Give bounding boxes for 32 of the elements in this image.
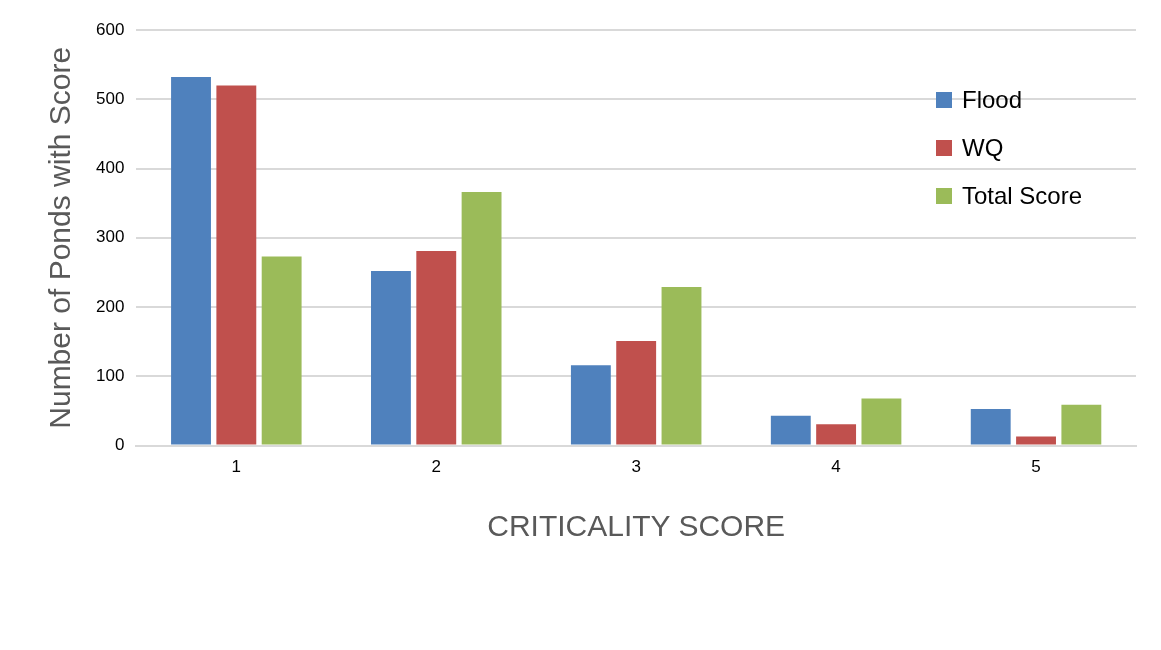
bar (816, 424, 857, 445)
x-tick-label: 2 (431, 457, 441, 477)
x-tick-label: 4 (831, 457, 841, 477)
x-axis-title: CRITICALITY SCORE (487, 509, 786, 543)
y-tick-label: 300 (95, 227, 125, 247)
bar (616, 341, 657, 445)
x-tick-label: 5 (1031, 457, 1041, 477)
y-tick-label: 600 (95, 19, 125, 39)
x-tick-label: 3 (631, 457, 641, 477)
y-axis-title: Number of Ponds with Score (43, 46, 77, 429)
bar (171, 77, 211, 445)
y-tick-label: 400 (95, 158, 125, 178)
bar (770, 415, 811, 445)
bar (216, 85, 257, 445)
bar (416, 250, 457, 445)
y-tick-label: 200 (95, 296, 125, 316)
bar (970, 408, 1011, 445)
bar (1061, 404, 1102, 445)
y-tick-label: 0 (114, 435, 125, 455)
bar (1016, 436, 1056, 445)
y-tick-label: 500 (95, 88, 125, 108)
bar (261, 256, 302, 445)
bar (861, 398, 902, 445)
legend-label: WQ (962, 133, 1004, 161)
y-tick-label: 100 (95, 366, 125, 386)
bar (570, 365, 611, 445)
legend-label: Flood (962, 85, 1023, 113)
x-tick-label: 1 (231, 457, 242, 477)
bar (461, 192, 502, 445)
bar (371, 271, 411, 445)
bar (661, 286, 702, 445)
legend-label: Total Score (962, 181, 1083, 209)
